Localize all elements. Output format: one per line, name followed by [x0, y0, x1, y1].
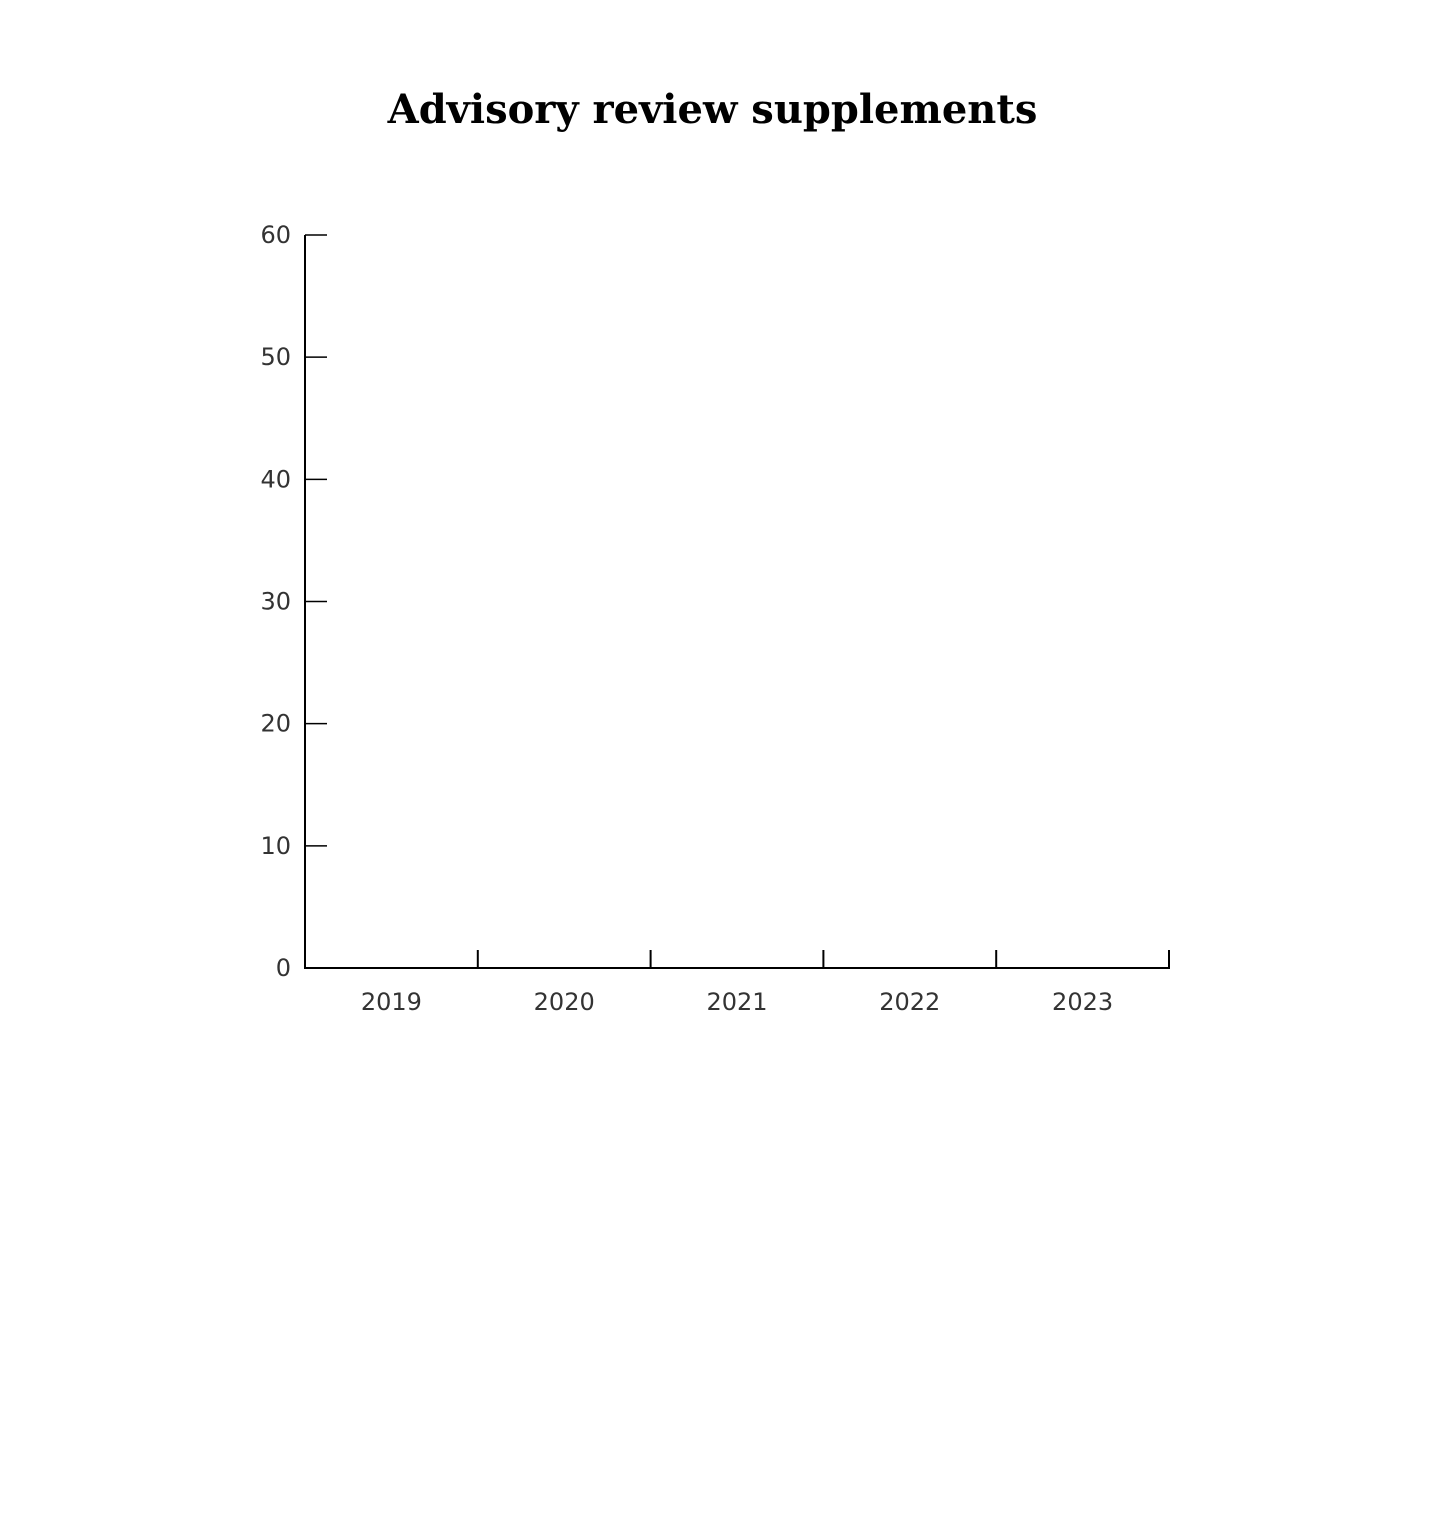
x-tick-label: 2021 — [706, 988, 767, 1016]
chart-title: Advisory review supplements — [387, 86, 1038, 133]
x-tick-label: 2022 — [879, 988, 940, 1016]
y-tick-label: 0 — [276, 954, 291, 982]
y-tick-label: 40 — [260, 465, 291, 493]
x-tick-label: 2023 — [1052, 988, 1113, 1016]
y-tick-label: 60 — [260, 221, 291, 249]
y-tick-label: 50 — [260, 343, 291, 371]
y-tick-label: 10 — [260, 832, 291, 860]
x-tick-label: 2020 — [534, 988, 595, 1016]
y-tick-label: 30 — [260, 588, 291, 616]
y-tick-label: 20 — [260, 710, 291, 738]
x-tick-label: 2019 — [361, 988, 422, 1016]
